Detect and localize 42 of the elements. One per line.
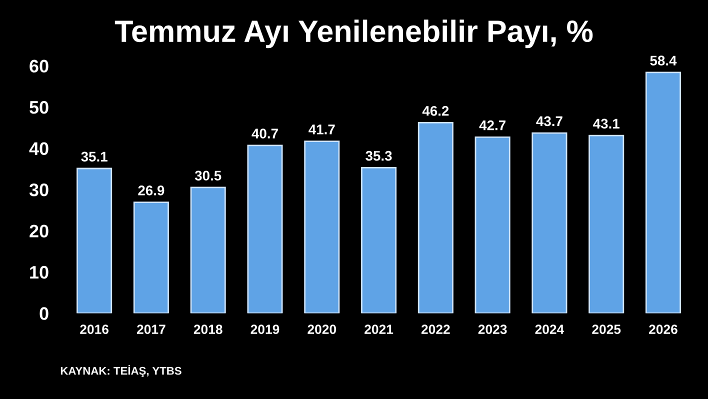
- y-tick-label: 10: [30, 266, 48, 279]
- data-label: 26.9: [138, 186, 164, 196]
- bar: [361, 166, 397, 314]
- y-tick-label: 60: [30, 60, 48, 73]
- x-tick-label: 2016: [80, 324, 109, 334]
- data-label: 43.1: [593, 118, 620, 129]
- x-tick-label: 2025: [592, 324, 621, 334]
- data-label: 41.7: [308, 124, 335, 134]
- x-tick-label: 2021: [364, 324, 394, 334]
- y-tick-label: 20: [30, 224, 48, 238]
- x-tick-label: 2022: [421, 324, 450, 334]
- data-label: 35.3: [366, 150, 392, 161]
- y-tick-label: 30: [29, 183, 48, 196]
- bar: [190, 186, 226, 314]
- bar: [645, 72, 682, 314]
- bar: [133, 202, 169, 314]
- bar: [304, 140, 340, 314]
- bar: [532, 132, 568, 314]
- x-tick-label: 2026: [649, 324, 678, 334]
- y-tick-label: 40: [29, 142, 48, 156]
- x-tick-label: 2017: [136, 324, 166, 334]
- data-label: 35.1: [81, 152, 108, 162]
- x-tick-label: 2020: [308, 324, 336, 334]
- x-tick-label: 2024: [535, 324, 564, 334]
- y-tick-label: 50: [30, 101, 48, 114]
- bar: [474, 136, 510, 314]
- x-tick-label: 2018: [194, 324, 222, 334]
- bar: [418, 122, 454, 314]
- data-label: 43.7: [536, 116, 562, 126]
- data-label: 40.7: [252, 128, 278, 138]
- data-label: 30.5: [194, 170, 222, 181]
- data-label: 58.4: [650, 56, 677, 66]
- text: KAYNAK: TEİAŞ, YTBS: [60, 365, 182, 377]
- bar: [247, 144, 283, 314]
- x-tick-label: 2023: [478, 324, 507, 334]
- y-tick-label: 0: [40, 307, 48, 320]
- bar: [588, 134, 624, 314]
- x-tick-label: 2019: [250, 324, 280, 334]
- bar: [76, 168, 112, 314]
- chart-title: Temmuz Ayı Yenilenebilir Payı, %: [114, 20, 593, 48]
- data-label: 46.2: [422, 106, 449, 116]
- data-label: 42.7: [479, 120, 506, 130]
